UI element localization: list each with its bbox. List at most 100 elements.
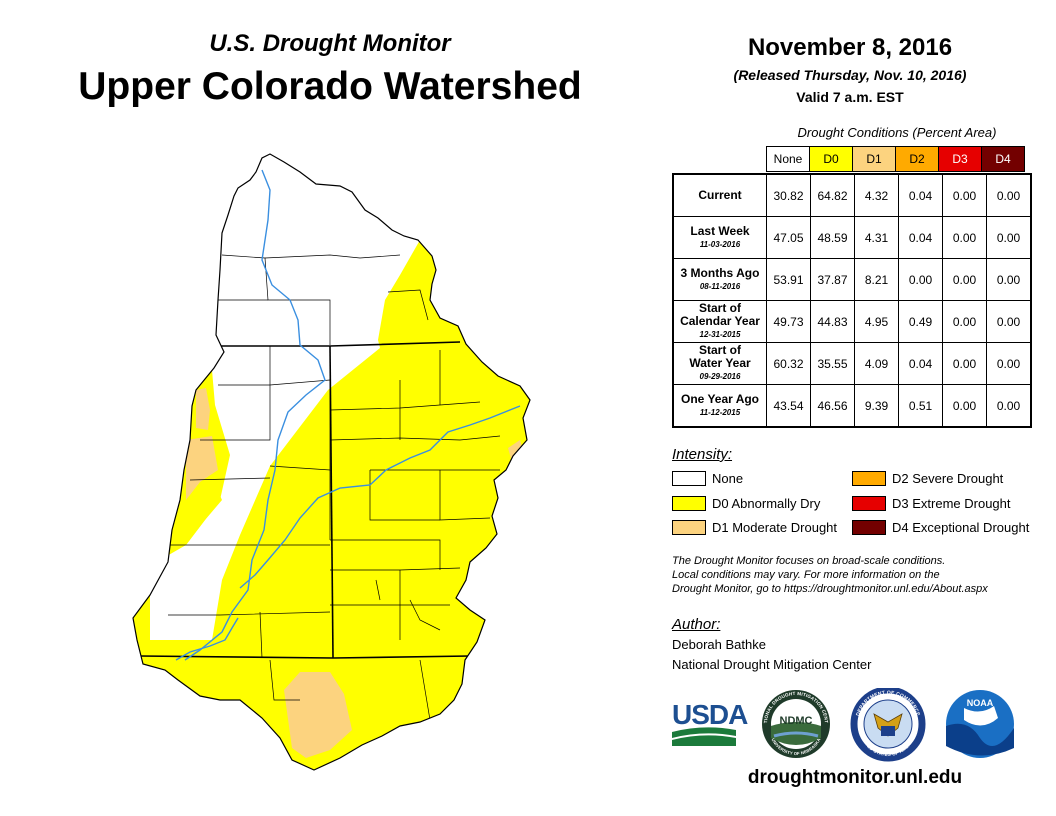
- legend-label: D2 Severe Drought: [892, 471, 1004, 486]
- legend-swatch: [672, 520, 706, 535]
- cell-d4: 0.00: [986, 258, 1032, 301]
- row-label: Current: [672, 173, 767, 217]
- cell-d4: 0.00: [986, 384, 1032, 428]
- table-column-headers: None D0 D1 D2 D3 D4: [766, 146, 1025, 172]
- row-label-text-2: Water Year: [689, 356, 751, 370]
- cell-none: 47.05: [766, 216, 811, 259]
- cell-d2: 0.04: [898, 173, 943, 217]
- cell-d1: 4.95: [854, 300, 899, 343]
- cell-d1: 4.09: [854, 342, 899, 385]
- cell-d2: 0.51: [898, 384, 943, 428]
- cell-d3: 0.00: [942, 258, 987, 301]
- cell-d1: 9.39: [854, 384, 899, 428]
- legend-swatch: [852, 496, 886, 511]
- legend-swatch: [672, 496, 706, 511]
- column-header-d3: D3: [938, 146, 982, 172]
- table-row: Start of Water Year 09-29-2016 60.32 35.55 4.…: [672, 342, 1032, 385]
- drought-stats-table: Current 30.82 64.82 4.32 0.04 0.00 0.00 Last We…: [672, 173, 1032, 428]
- table-row: Last Week 11-03-2016 47.05 48.59 4.31 0.04 0.0…: [672, 216, 1032, 259]
- watershed-map: [132, 153, 531, 771]
- d1-area-west-1: [196, 388, 210, 430]
- legend-item-d1: D1 Moderate Drought: [672, 520, 837, 535]
- author-title: Author:: [672, 616, 721, 633]
- row-label-text: Start of: [699, 343, 741, 357]
- usda-logo-text: USDA: [672, 699, 748, 730]
- map-subtitle: U.S. Drought Monitor: [209, 30, 451, 57]
- column-header-d2: D2: [895, 146, 939, 172]
- cell-d3: 0.00: [942, 173, 987, 217]
- row-label: 3 Months Ago 08-11-2016: [672, 258, 767, 301]
- cell-d4: 0.00: [986, 173, 1032, 217]
- legend-item-d4: D4 Exceptional Drought: [852, 520, 1029, 535]
- cell-d0: 46.56: [810, 384, 855, 428]
- cell-none: 60.32: [766, 342, 811, 385]
- row-date: 11-03-2016: [699, 239, 741, 249]
- legend-item-none: None: [672, 471, 743, 486]
- cell-d2: 0.04: [898, 216, 943, 259]
- cell-d1: 8.21: [854, 258, 899, 301]
- author-org: National Drought Mitigation Center: [672, 657, 872, 672]
- legend-item-d2: D2 Severe Drought: [852, 471, 1003, 486]
- intensity-title: Intensity:: [672, 446, 733, 463]
- cell-d2: 0.04: [898, 342, 943, 385]
- row-label: Last Week 11-03-2016: [672, 216, 767, 259]
- legend-swatch: [852, 520, 886, 535]
- row-label-text-2: Calendar Year: [680, 314, 760, 328]
- cell-d1: 4.32: [854, 173, 899, 217]
- table-row: 3 Months Ago 08-11-2016 53.91 37.87 8.21 0.00…: [672, 258, 1032, 301]
- cell-d2: 0.00: [898, 258, 943, 301]
- rivers: [175, 169, 521, 661]
- row-label-text: Last Week: [690, 223, 750, 238]
- cell-d3: 0.00: [942, 384, 987, 428]
- disclaimer-note: The Drought Monitor focuses on broad-sca…: [672, 554, 1042, 596]
- ndmc-logo-text: NDMC: [780, 715, 813, 727]
- row-label-text: One Year Ago: [680, 391, 760, 406]
- cell-d2: 0.49: [898, 300, 943, 343]
- column-header-d1: D1: [852, 146, 896, 172]
- footer-url[interactable]: droughtmonitor.unl.edu: [747, 767, 963, 788]
- note-line-1: The Drought Monitor focuses on broad-sca…: [672, 555, 946, 567]
- table-row: Start of Calendar Year 12-31-2015 49.73 44.8…: [672, 300, 1032, 343]
- row-label: Start of Water Year 09-29-2016: [672, 342, 767, 385]
- row-label: Start of Calendar Year 12-31-2015: [672, 300, 767, 343]
- row-label-text: 3 Months Ago: [680, 265, 760, 280]
- release-date: (Released Thursday, Nov. 10, 2016): [733, 67, 967, 83]
- note-line-2: Local conditions may vary. For more info…: [672, 569, 940, 581]
- cell-d4: 0.00: [986, 300, 1032, 343]
- column-header-d4: D4: [981, 146, 1025, 172]
- row-date: 11-12-2015: [699, 407, 741, 417]
- cell-d0: 48.59: [810, 216, 855, 259]
- conditions-caption: Drought Conditions (Percent Area): [797, 125, 997, 140]
- legend-swatch: [672, 471, 706, 486]
- map-date: November 8, 2016: [747, 34, 953, 61]
- cell-d0: 44.83: [810, 300, 855, 343]
- usda-logo: USDA: [672, 699, 749, 746]
- legend-label: D3 Extreme Drought: [892, 496, 1011, 511]
- legend-item-d0: D0 Abnormally Dry: [672, 496, 820, 511]
- note-line-3: Drought Monitor, go to https://droughtmo…: [672, 583, 988, 595]
- cell-d1: 4.31: [854, 216, 899, 259]
- row-date: 09-29-2016: [699, 372, 741, 381]
- cell-d3: 0.00: [942, 342, 987, 385]
- legend-swatch: [852, 471, 886, 486]
- cell-d4: 0.00: [986, 216, 1032, 259]
- table-row: Current 30.82 64.82 4.32 0.04 0.00 0.00: [672, 173, 1032, 217]
- cell-d0: 64.82: [810, 173, 855, 217]
- row-date: 12-31-2015: [699, 330, 741, 339]
- cell-none: 30.82: [766, 173, 811, 217]
- noaa-logo-text: NOAA: [967, 698, 994, 708]
- cell-d0: 37.87: [810, 258, 855, 301]
- cell-d3: 0.00: [942, 216, 987, 259]
- noaa-logo: NOAA: [946, 690, 1014, 758]
- cell-d3: 0.00: [942, 300, 987, 343]
- legend-label: D1 Moderate Drought: [712, 520, 838, 535]
- row-label-text: Current: [698, 188, 742, 202]
- cell-none: 43.54: [766, 384, 811, 428]
- agency-logos: USDA NDMC NATIONAL DROUGHT MITIGATION CE…: [668, 688, 1014, 762]
- legend-label: None: [712, 471, 744, 486]
- row-label-text: Start of: [699, 301, 741, 315]
- map-title: Upper Colorado Watershed: [78, 65, 582, 108]
- cell-none: 49.73: [766, 300, 811, 343]
- county-lines: [168, 254, 501, 721]
- valid-time: Valid 7 a.m. EST: [796, 89, 904, 105]
